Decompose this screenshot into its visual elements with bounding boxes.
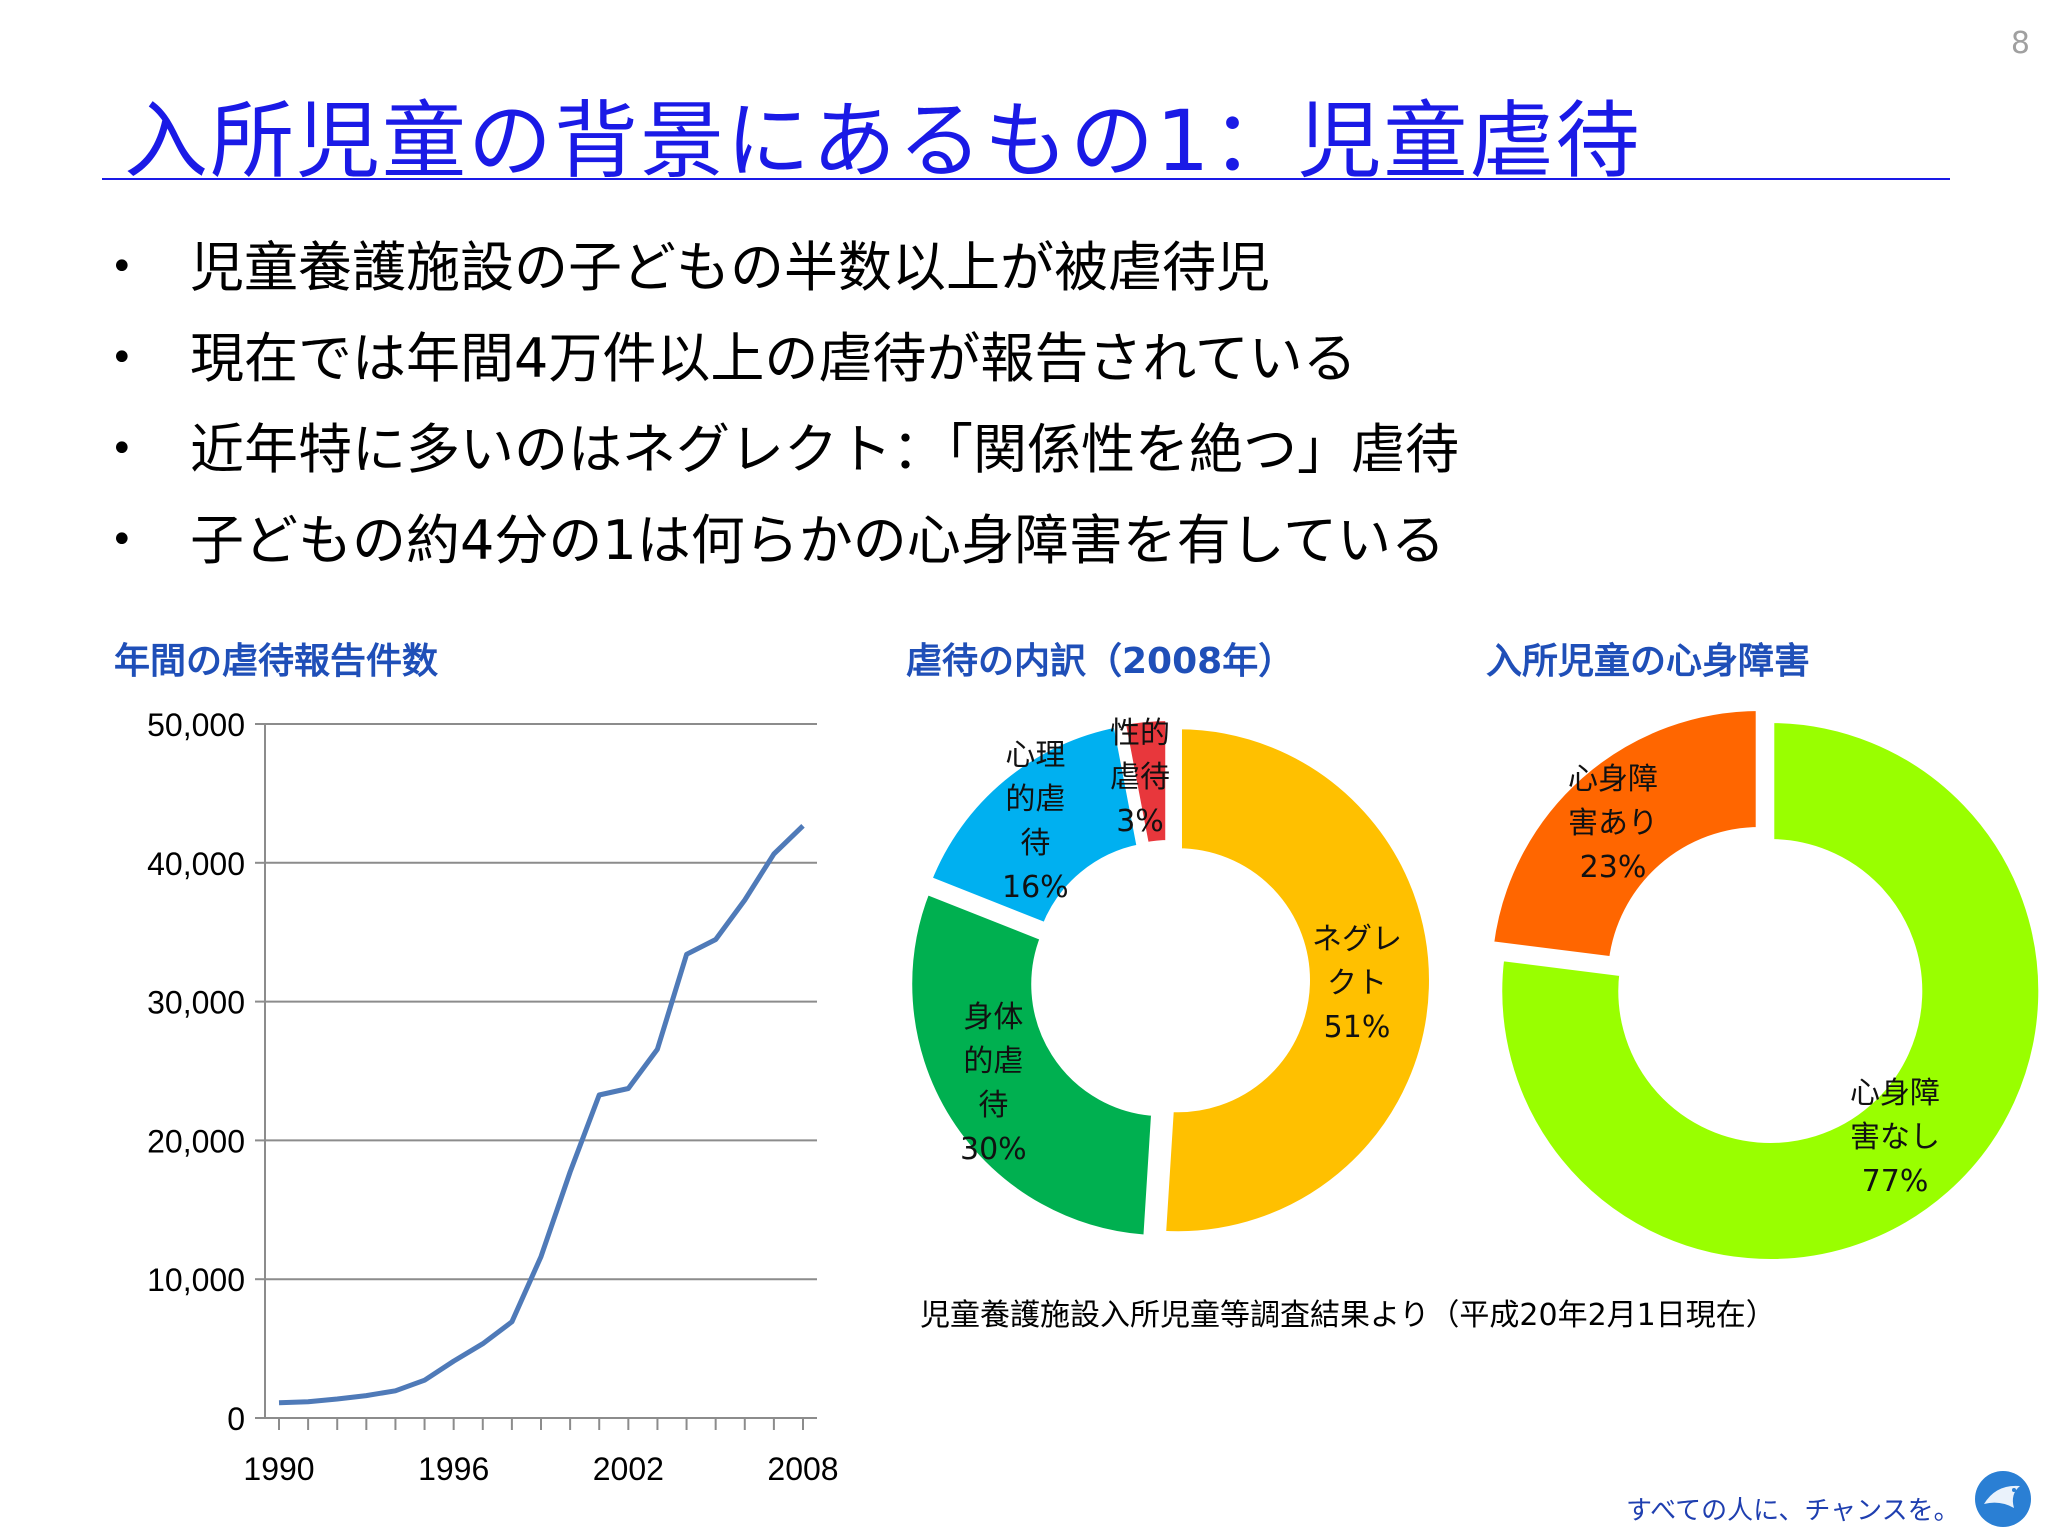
bullet-text: 子どもの約4分の1は何らかの心身障害を有している [190,509,1446,572]
slice-percent: 23% [1579,850,1647,885]
source-note: 児童養護施設入所児童等調査結果より（平成20年2月1日現在） [920,1298,1776,1333]
line-chart-title: 年間の虐待報告件数 [114,641,439,682]
series-line [278,824,805,1406]
tagline: すべての人に、チャンスを。 [1626,1496,1960,1526]
slice-category-line: 的虐 [963,1044,1024,1079]
bullet-marker: • [110,517,134,563]
bullet-marker: • [110,426,134,472]
y-tick-label: 10,000 [147,1262,245,1298]
slice-label-physical: 身体 的虐 待 30% [960,996,1027,1172]
title-underline [102,178,1950,180]
x-tick-label: 2002 [593,1451,664,1487]
y-tick-label: 50,000 [147,707,245,743]
slice-category-line: 性的 [1110,716,1170,751]
slice-percent: 16% [1002,870,1069,905]
slice-category-line: 心理 [1005,738,1066,773]
page-number: 8 [2010,26,2030,61]
slice-category-line: 待 [1020,826,1051,861]
slice-disability [1485,702,1764,965]
slice-category-line: 身体 [963,1000,1024,1035]
bird-logo-icon [1975,1471,2031,1527]
slice-neglect [1157,721,1437,1240]
slice-category-line: 害なし [1850,1120,1940,1155]
bullet-marker: • [110,335,134,381]
slice-category-line: 虐待 [1110,760,1170,795]
y-tick-label: 30,000 [147,985,245,1021]
slice-percent: 3% [1116,804,1164,839]
slice-no-disability [1494,714,2047,1267]
x-tick-label: 2008 [767,1451,838,1487]
bullet-item: • 子どもの約4分の1は何らかの心身障害を有している [108,495,1459,586]
slice-label-neglect: ネグレ クト 51% [1312,918,1402,1050]
bullet-item: • 近年特に多いのはネグレクト：「関係性を絶つ」虐待 [108,404,1459,495]
bullet-item: • 現在では年間4万件以上の虐待が報告されている [108,313,1459,404]
slice-physical-abuse [904,885,1160,1244]
slice-label-disability: 心身障 害あり 23% [1568,758,1658,890]
x-tick-label: 1996 [418,1451,489,1487]
y-tick-label: 0 [227,1401,245,1437]
slice-category-line: 心身障 [1568,762,1658,797]
slice-category-line: クト [1327,966,1387,1001]
line-chart: 0 10,000 20,000 30,000 40,000 50,000 1990 1996 2… [147,707,838,1487]
slice-category-line: 待 [978,1088,1009,1123]
slice-category-line: 害あり [1568,806,1658,841]
y-tick-label: 20,000 [147,1123,245,1159]
disability-donut [1485,702,2047,1267]
bullet-text: 現在では年間4万件以上の虐待が報告されている [190,327,1357,390]
slice-sexual-abuse [1116,713,1174,851]
slice-psychological-abuse [922,718,1146,932]
slice-percent: 30% [960,1132,1027,1167]
abuse-breakdown-donut [904,713,1437,1244]
abuse-breakdown-title: 虐待の内訳（2008年） [906,641,1295,682]
bullet-list: • 児童養護施設の子どもの半数以上が被虐待児 • 現在では年間4万件以上の虐待が報告… [108,222,1459,586]
x-tick-label: 1990 [243,1451,314,1487]
bullet-text: 児童養護施設の子どもの半数以上が被虐待児 [190,236,1270,299]
bullet-marker: • [110,244,134,290]
slide-title: 入所児童の背景にあるもの1：児童虐待 [124,92,1642,190]
slice-label-sexual: 性的 虐待 3% [1110,712,1170,844]
slice-label-no-disability: 心身障 害なし 77% [1850,1072,1940,1204]
slice-category-line: ネグレ [1312,922,1402,957]
slice-percent: 51% [1323,1010,1391,1045]
y-tick-label: 40,000 [147,846,245,882]
slice-label-psychological: 心理 的虐 待 16% [1002,734,1069,910]
slice-percent: 77% [1861,1164,1929,1199]
bullet-item: • 児童養護施設の子どもの半数以上が被虐待児 [108,222,1459,313]
disability-chart-title: 入所児童の心身障害 [1486,641,1811,682]
slice-category-line: 的虐 [1005,782,1066,817]
bullet-text: 近年特に多いのはネグレクト：「関係性を絶つ」虐待 [190,418,1459,481]
slice-category-line: 心身障 [1850,1076,1940,1111]
